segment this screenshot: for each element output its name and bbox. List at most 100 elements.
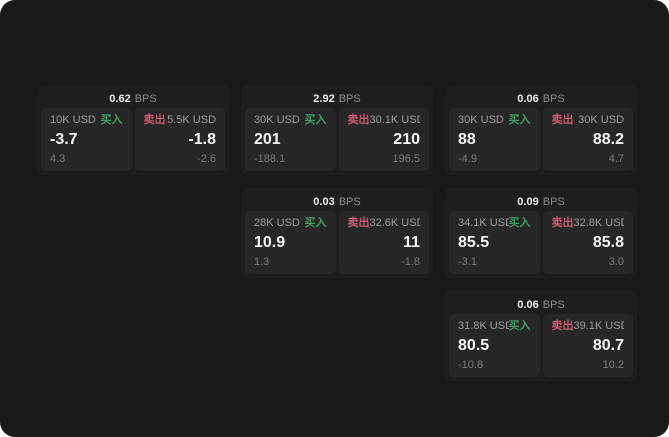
buy-amount: 31.8K USD	[458, 320, 509, 332]
sell-sub-value: -1.8	[401, 256, 420, 268]
buy-panel-top: 34.1K USD 买入	[458, 217, 531, 229]
sell-amount: 30K USD	[578, 114, 624, 126]
buy-side-label: 买入	[304, 114, 327, 126]
buy-amount: 28K USD	[254, 217, 300, 229]
buy-price: 201	[254, 130, 281, 148]
buy-sub-value: -4.9	[458, 153, 477, 165]
buy-panel[interactable]: 30K USD 买入 88 -4.9	[449, 108, 540, 171]
sell-price: 85.8	[592, 233, 624, 251]
sell-side-label: 卖出	[347, 114, 370, 126]
sell-amount: 32.8K USD	[573, 217, 625, 229]
buy-amount: 10K USD	[50, 114, 96, 126]
sell-amount: 5.5K USD	[167, 114, 216, 126]
panels-row: 30K USD 买入 201 -188.1 卖出 30.1K USD 210 1…	[245, 108, 429, 171]
quote-card: 0.09 BPS 34.1K USD 买入 85.5 -3.1 卖出 32.8K…	[445, 188, 637, 278]
buy-side-label: 买入	[508, 114, 531, 126]
bps-value: 0.09	[517, 195, 539, 208]
sell-panel-top: 卖出 32.8K USD	[552, 217, 625, 229]
bps-unit-label: BPS	[338, 92, 361, 105]
bps-unit-label: BPS	[542, 195, 565, 208]
buy-sub-value: -10.8	[458, 359, 484, 371]
bps-unit-label: BPS	[338, 195, 361, 208]
buy-sub-value: -188.1	[254, 153, 286, 165]
buy-amount: 30K USD	[458, 114, 504, 126]
sell-side-label: 卖出	[143, 114, 166, 126]
card-header: 0.03 BPS	[245, 192, 429, 211]
bps-value: 0.06	[517, 92, 539, 105]
sell-panel-top: 卖出 39.1K USD	[552, 320, 625, 332]
buy-side-label: 买入	[100, 114, 123, 126]
bps-value: 0.62	[109, 92, 131, 105]
panels-row: 28K USD 买入 10.9 1.3 卖出 32.6K USD 11 -1.8	[245, 211, 429, 274]
sell-amount: 39.1K USD	[573, 320, 625, 332]
sell-side-label: 卖出	[551, 217, 574, 229]
sell-side-label: 卖出	[551, 114, 574, 126]
cards-grid: 0.62 BPS 10K USD 买入 -3.7 4.3 卖出 5.5K USD…	[37, 85, 637, 381]
bps-unit-label: BPS	[134, 92, 157, 105]
buy-panel-top: 31.8K USD 买入	[458, 320, 531, 332]
sell-panel-top: 卖出 5.5K USD	[144, 114, 217, 126]
buy-panel[interactable]: 30K USD 买入 201 -188.1	[245, 108, 336, 171]
sell-side-label: 卖出	[347, 217, 370, 229]
quote-card: 0.62 BPS 10K USD 买入 -3.7 4.3 卖出 5.5K USD…	[37, 85, 229, 175]
buy-panel-top: 30K USD 买入	[254, 114, 327, 126]
sell-price: 88.2	[592, 130, 624, 148]
buy-panel[interactable]: 28K USD 买入 10.9 1.3	[245, 211, 336, 274]
buy-side-label: 买入	[508, 320, 531, 332]
buy-panel-top: 30K USD 买入	[458, 114, 531, 126]
bps-value: 0.03	[313, 195, 335, 208]
sell-price: 80.7	[592, 336, 624, 354]
sell-sub-value: 10.2	[602, 359, 624, 371]
buy-side-label: 买入	[304, 217, 327, 229]
sell-sub-value: -2.6	[197, 153, 216, 165]
buy-amount: 34.1K USD	[458, 217, 509, 229]
sell-panel-top: 卖出 32.6K USD	[348, 217, 421, 229]
sell-panel[interactable]: 卖出 30K USD 88.2 4.7	[542, 108, 633, 171]
buy-price: -3.7	[50, 130, 78, 148]
buy-panel[interactable]: 31.8K USD 买入 80.5 -10.8	[449, 314, 540, 377]
panels-row: 10K USD 买入 -3.7 4.3 卖出 5.5K USD -1.8 -2.…	[41, 108, 225, 171]
panels-row: 34.1K USD 买入 85.5 -3.1 卖出 32.8K USD 85.8…	[449, 211, 633, 274]
sell-panel[interactable]: 卖出 32.8K USD 85.8 3.0	[542, 211, 633, 274]
buy-price: 80.5	[458, 336, 490, 354]
bps-unit-label: BPS	[542, 298, 565, 311]
sell-price: -1.8	[188, 130, 216, 148]
bps-value: 2.92	[313, 92, 335, 105]
sell-sub-value: 196.5	[392, 153, 420, 165]
sell-side-label: 卖出	[551, 320, 574, 332]
panels-row: 31.8K USD 买入 80.5 -10.8 卖出 39.1K USD 80.…	[449, 314, 633, 377]
card-header: 0.62 BPS	[41, 89, 225, 108]
buy-price: 10.9	[254, 233, 286, 251]
buy-sub-value: 4.3	[50, 153, 66, 165]
buy-sub-value: -3.1	[458, 256, 477, 268]
quote-card: 0.06 BPS 31.8K USD 买入 80.5 -10.8 卖出 39.1…	[445, 291, 637, 381]
bps-value: 0.06	[517, 298, 539, 311]
buy-price: 88	[458, 130, 476, 148]
sell-panel[interactable]: 卖出 39.1K USD 80.7 10.2	[542, 314, 633, 377]
sell-panel[interactable]: 卖出 5.5K USD -1.8 -2.6	[134, 108, 225, 171]
quote-card: 0.03 BPS 28K USD 买入 10.9 1.3 卖出 32.6K US…	[241, 188, 433, 278]
panels-row: 30K USD 买入 88 -4.9 卖出 30K USD 88.2 4.7	[449, 108, 633, 171]
sell-sub-value: 3.0	[608, 256, 624, 268]
card-header: 0.06 BPS	[449, 295, 633, 314]
buy-panel[interactable]: 10K USD 买入 -3.7 4.3	[41, 108, 132, 171]
card-header: 0.06 BPS	[449, 89, 633, 108]
quote-card: 0.06 BPS 30K USD 买入 88 -4.9 卖出 30K USD 8…	[445, 85, 637, 175]
buy-side-label: 买入	[508, 217, 531, 229]
sell-sub-value: 4.7	[608, 153, 624, 165]
buy-sub-value: 1.3	[254, 256, 270, 268]
bps-unit-label: BPS	[542, 92, 565, 105]
buy-panel-top: 10K USD 买入	[50, 114, 123, 126]
buy-price: 85.5	[458, 233, 490, 251]
sell-price: 210	[393, 130, 420, 148]
sell-panel-top: 卖出 30K USD	[552, 114, 625, 126]
quote-card: 2.92 BPS 30K USD 买入 201 -188.1 卖出 30.1K …	[241, 85, 433, 175]
buy-amount: 30K USD	[254, 114, 300, 126]
sell-amount: 32.6K USD	[369, 217, 421, 229]
sell-price: 11	[403, 233, 420, 251]
sell-panel[interactable]: 卖出 30.1K USD 210 196.5	[338, 108, 429, 171]
sell-panel[interactable]: 卖出 32.6K USD 11 -1.8	[338, 211, 429, 274]
buy-panel[interactable]: 34.1K USD 买入 85.5 -3.1	[449, 211, 540, 274]
sell-panel-top: 卖出 30.1K USD	[348, 114, 421, 126]
